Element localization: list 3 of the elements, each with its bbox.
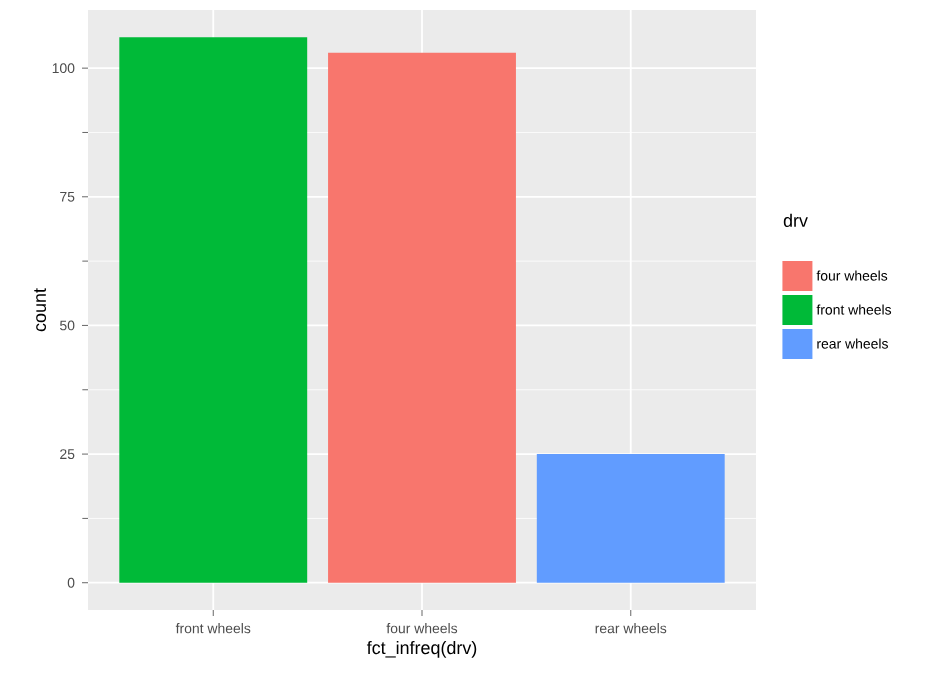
legend-title: drv	[783, 213, 808, 227]
y-axis-title: count	[34, 288, 47, 332]
x-axis-title: fct_infreq(drv)	[366, 640, 477, 658]
